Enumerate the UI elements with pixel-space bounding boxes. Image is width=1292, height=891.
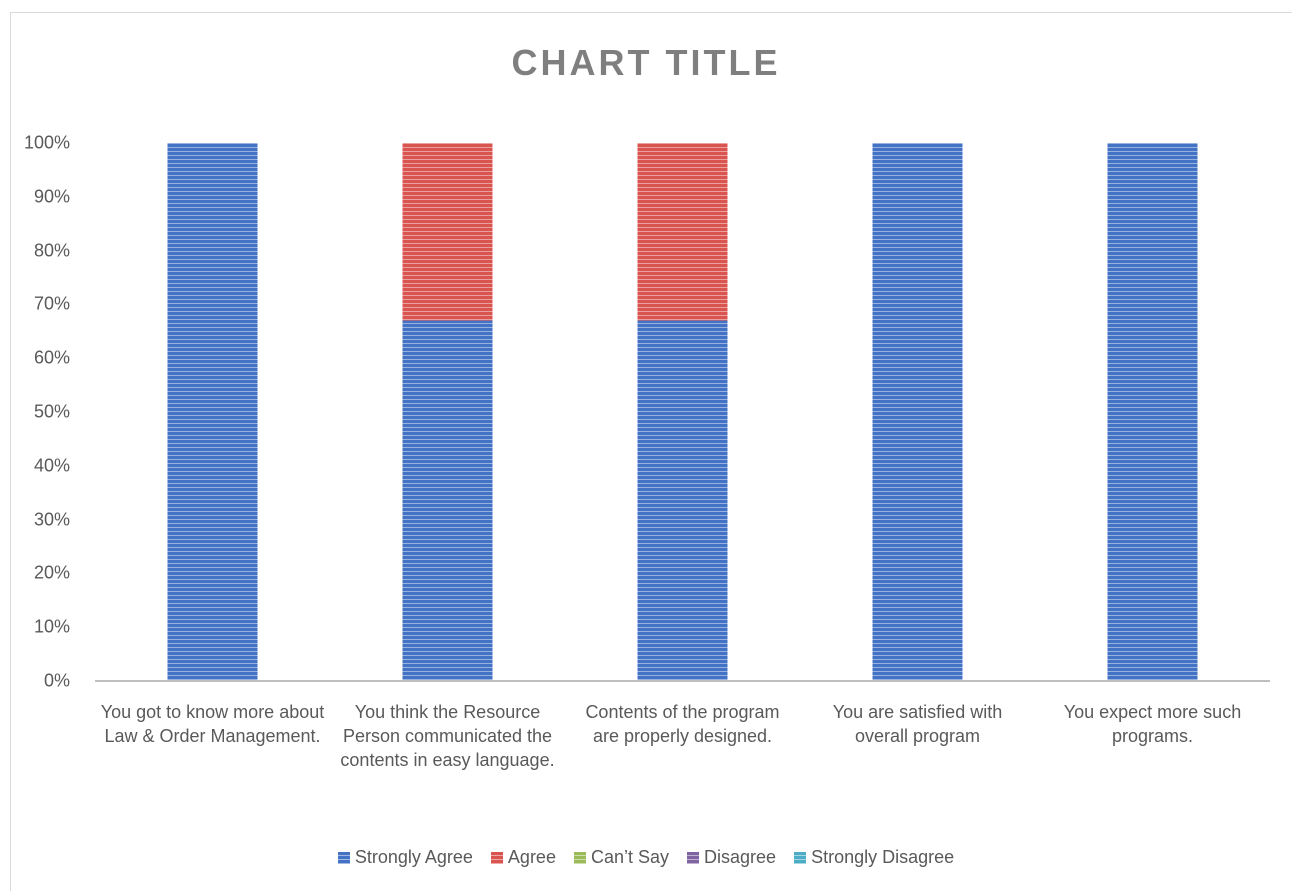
y-tick-label: 80% bbox=[33, 240, 70, 261]
legend-item: Strongly Agree bbox=[337, 847, 473, 868]
legend-swatch bbox=[337, 851, 350, 864]
x-tick-label: You got to know more about Law & Order M… bbox=[100, 702, 325, 746]
x-tick-label: You are satisfied with overall program bbox=[832, 702, 1003, 746]
y-tick-label: 30% bbox=[33, 509, 70, 530]
legend-swatch bbox=[687, 851, 700, 864]
x-tick-label: You think the Resource Person communicat… bbox=[340, 702, 555, 770]
bar-segment bbox=[637, 320, 728, 681]
bar-segment bbox=[872, 143, 963, 681]
bar-segment bbox=[402, 320, 493, 681]
chart-border bbox=[10, 12, 1292, 891]
x-tick-label: Contents of the program are properly des… bbox=[585, 702, 780, 746]
legend-label: Agree bbox=[507, 847, 556, 867]
y-tick-label: 0% bbox=[43, 670, 70, 691]
y-tick-label: 10% bbox=[33, 616, 70, 637]
legend-swatch bbox=[490, 851, 503, 864]
legend-label: Strongly Disagree bbox=[811, 847, 955, 867]
legend: Strongly Agree Agree Can’t Say Disagree Stro… bbox=[0, 847, 1292, 868]
legend-item: Strongly Disagree bbox=[794, 847, 954, 868]
legend-label: Can’t Say bbox=[590, 847, 670, 867]
legend-swatch bbox=[573, 851, 586, 864]
y-tick-label: 60% bbox=[33, 347, 70, 368]
y-tick-label: 100% bbox=[23, 132, 70, 153]
legend-item: Can’t Say bbox=[573, 847, 670, 868]
y-tick-label: 50% bbox=[33, 401, 70, 422]
bar-segment bbox=[637, 143, 728, 321]
y-tick-label: 20% bbox=[33, 562, 70, 583]
bar-segment bbox=[402, 143, 493, 321]
legend-item: Disagree bbox=[687, 847, 776, 868]
bar-segment bbox=[1107, 143, 1198, 681]
bar-segment bbox=[167, 143, 258, 681]
legend-label: Disagree bbox=[704, 847, 777, 867]
legend-swatch bbox=[794, 851, 807, 864]
legend-label: Strongly Agree bbox=[354, 847, 473, 867]
y-tick-label: 40% bbox=[33, 455, 70, 476]
chart-title: CHART TITLE bbox=[511, 42, 781, 83]
y-tick-label: 70% bbox=[33, 293, 70, 314]
x-tick-label: You expect more such programs. bbox=[1063, 702, 1242, 746]
y-tick-label: 90% bbox=[33, 186, 70, 207]
legend-item: Agree bbox=[490, 847, 556, 868]
